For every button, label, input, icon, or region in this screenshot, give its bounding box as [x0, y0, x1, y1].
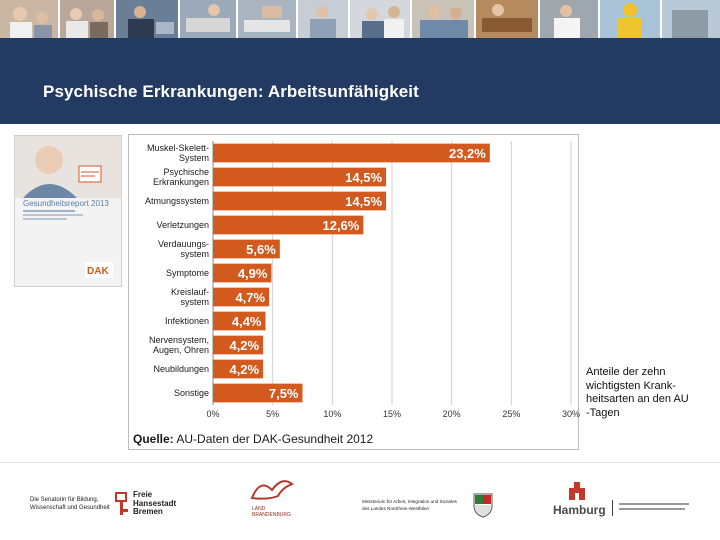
- category-label: Symptome: [166, 268, 209, 278]
- x-tick-label: 0%: [206, 409, 219, 419]
- photo-strip: [0, 0, 720, 38]
- hamburg-ministry-lines: [619, 503, 689, 510]
- chart-panel: 23,2% 14,5% 14,5% 12,6% 5,6% 4,9% 4,7% 4,4% 4,2%…: [128, 134, 580, 450]
- x-tick-label: 15%: [383, 409, 401, 419]
- cover-title: Gesundheitsreport 2013: [23, 199, 109, 208]
- x-tick-label: 10%: [323, 409, 341, 419]
- brandenburg-eagle-icon: [250, 480, 294, 500]
- data-label: 4,4%: [232, 314, 262, 329]
- data-label: 23,2%: [449, 146, 486, 161]
- category-label: Nervensystem, Augen, Ohren: [149, 335, 209, 355]
- chart-note: Anteile der zehn wichtigsten Krank- heit…: [586, 366, 689, 419]
- hamburg-wordmark: Hamburg: [553, 503, 606, 517]
- bar: [213, 215, 364, 235]
- nrw-crest-icon: [473, 493, 493, 518]
- x-tick-label: 20%: [443, 409, 461, 419]
- data-label: 14,5%: [345, 194, 382, 209]
- bar: [213, 335, 264, 355]
- bar-chart: 23,2% 14,5% 14,5% 12,6% 5,6% 4,9% 4,7% 4,4% 4,2%…: [133, 141, 580, 446]
- category-label: Kreislauf-system: [171, 287, 209, 307]
- bremen-key-icon: [115, 492, 128, 515]
- bar: [213, 311, 266, 331]
- data-label: 7,5%: [269, 386, 299, 401]
- footer-divider: [0, 462, 720, 463]
- category-label: Neubildungen: [153, 364, 209, 374]
- category-label: Verletzungen: [156, 220, 209, 230]
- category-labels: Muskel-Skelett-System Psychische Erkrankun…: [145, 143, 209, 398]
- data-label: 5,6%: [246, 242, 276, 257]
- bar: [213, 383, 303, 403]
- bar: [213, 143, 490, 163]
- bar-series: 23,2% 14,5% 14,5% 12,6% 5,6% 4,9% 4,7% 4,4% 4,2%…: [213, 143, 490, 403]
- slide-title: Psychische Erkrankungen: Arbeitsunfähigk…: [43, 82, 419, 101]
- x-tick-label: 30%: [562, 409, 580, 419]
- category-label: Atmungssystem: [145, 196, 209, 206]
- hamburg-separator: [612, 500, 613, 516]
- hamburg-castle-icon: [569, 482, 585, 500]
- category-label: Verdauungs-system: [158, 239, 209, 259]
- data-label: 4,9%: [238, 266, 268, 281]
- report-cover-thumbnail: Gesundheitsreport 2013 DAK: [14, 135, 122, 287]
- x-tick-labels: 0% 5% 10% 15% 20% 25% 30%: [206, 409, 580, 419]
- cover-brand: DAK: [87, 266, 109, 277]
- data-label: 12,6%: [322, 218, 359, 233]
- category-label: Psychische Erkrankungen: [153, 167, 209, 187]
- x-tick-label: 5%: [266, 409, 279, 419]
- data-label: 14,5%: [345, 170, 382, 185]
- source-text: AU-Daten der DAK-Gesundheit 2012: [174, 432, 374, 446]
- brandenburg-text: LAND BRANDENBURG: [252, 506, 291, 518]
- bar: [213, 263, 272, 283]
- bar: [213, 239, 280, 259]
- category-label: Infektionen: [165, 316, 209, 326]
- bar: [213, 287, 270, 307]
- bar: [213, 167, 387, 187]
- bremen-name: Freie Hansestadt Bremen: [133, 490, 177, 516]
- data-label: 4,2%: [229, 362, 259, 377]
- source-caption: Quelle: AU-Daten der DAK-Gesundheit 2012: [133, 432, 373, 446]
- category-label: Muskel-Skelett-System: [147, 143, 209, 163]
- data-label: 4,7%: [235, 290, 265, 305]
- source-label: Quelle:: [133, 432, 174, 446]
- nrw-ministry-text: Ministerium für Arbeit, Integration und …: [362, 499, 457, 511]
- data-label: 4,2%: [229, 338, 259, 353]
- x-tick-label: 25%: [502, 409, 520, 419]
- title-band: Psychische Erkrankungen: Arbeitsunfähigk…: [0, 38, 720, 124]
- bremen-ministry-text: Die Senatorin für Bildung, Wissenschaft …: [30, 497, 110, 511]
- bar: [213, 359, 264, 379]
- bar: [213, 191, 387, 211]
- category-label: Sonstige: [174, 388, 209, 398]
- report-cover-image: Gesundheitsreport 2013 DAK: [15, 136, 121, 286]
- photo-collage-image: [0, 0, 720, 38]
